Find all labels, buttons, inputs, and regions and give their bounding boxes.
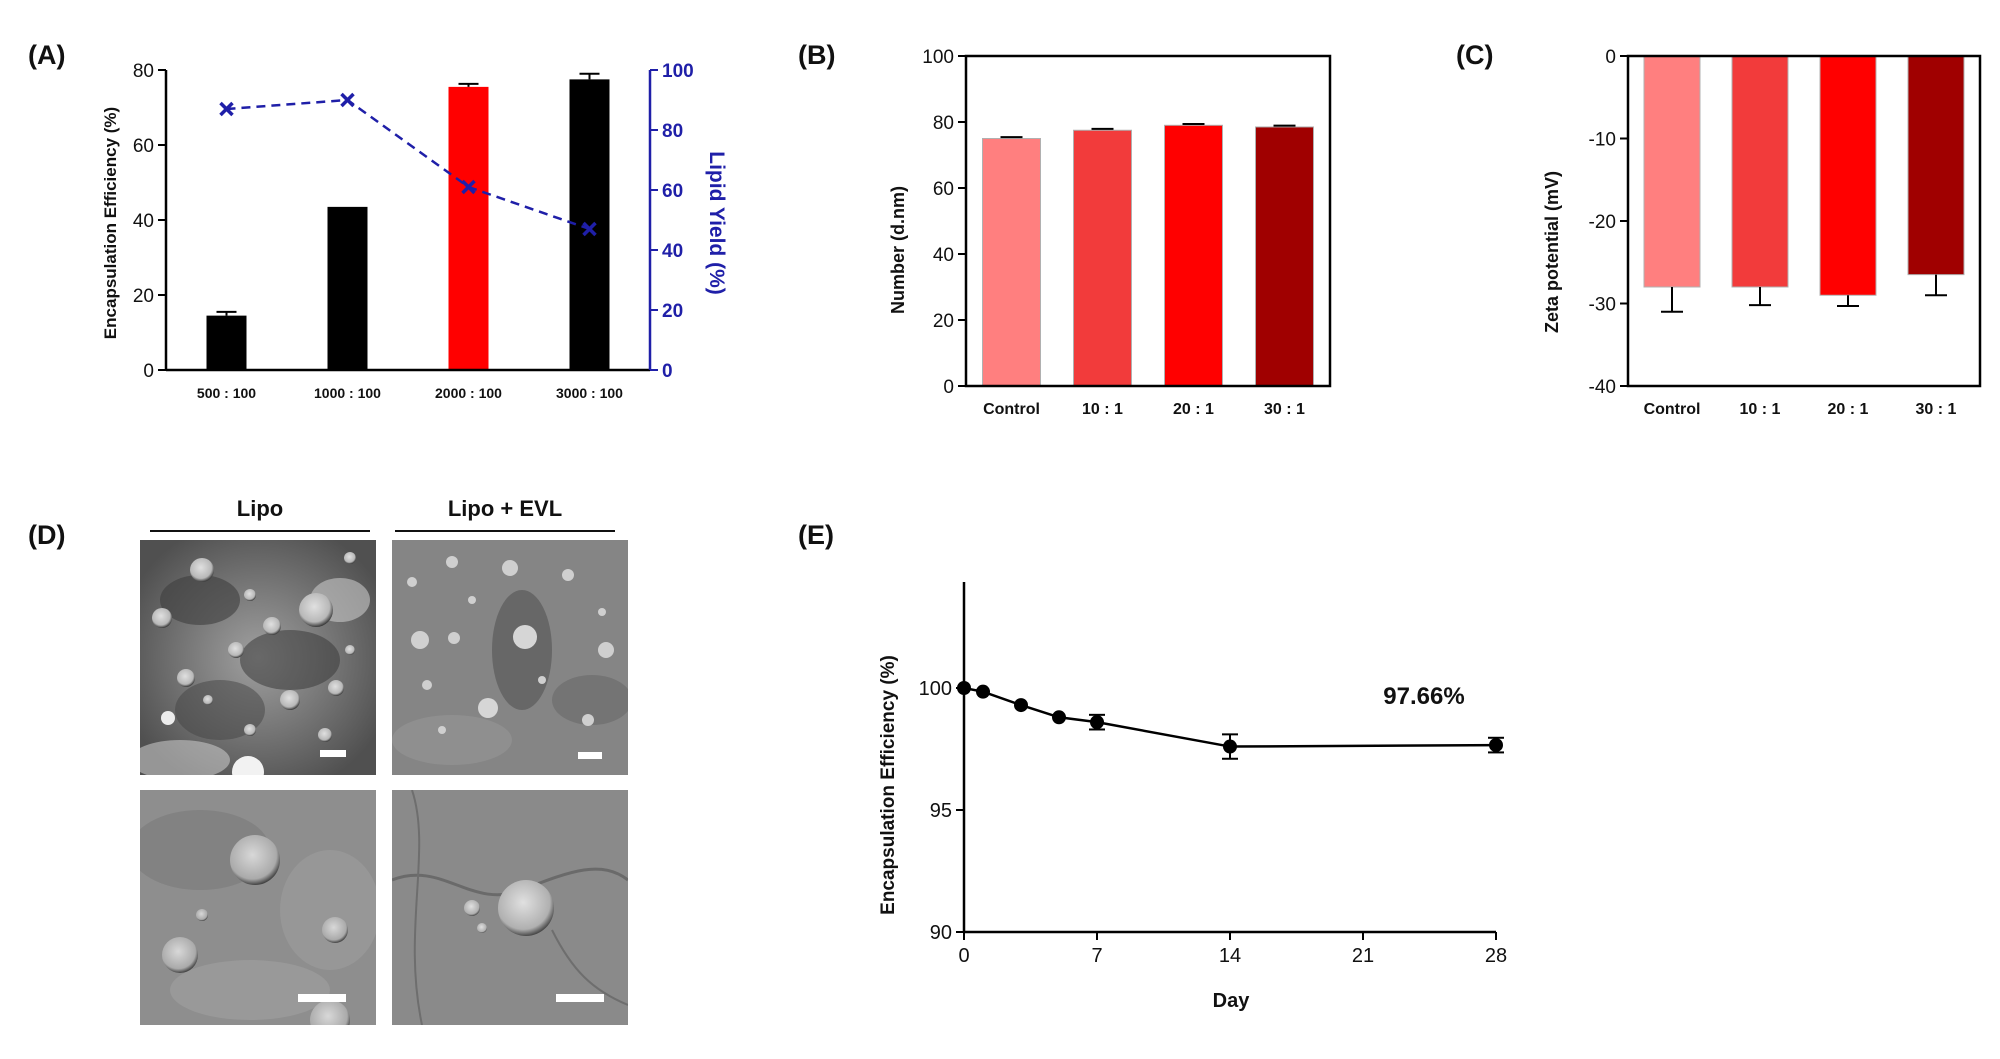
chart-c: Control 10 : 1 20 : 1 30 : 1 0 -10 -20 -30 -40 Z… (1542, 47, 1982, 418)
chart-b-ytick-0: 0 (943, 377, 954, 398)
chart-a-y2tick-3: 60 (662, 181, 683, 202)
chart-c-ytick-4: -40 (1589, 377, 1616, 398)
panel-label-e: (E) (798, 520, 834, 550)
chart-e-point-6 (1489, 738, 1503, 753)
chart-c-bar-0 (1643, 55, 1701, 288)
chart-b-bar-0 (982, 138, 1041, 387)
chart-b-ylabel: Number (d.nm) (888, 186, 908, 314)
chart-c-ytick-3: -30 (1589, 295, 1616, 316)
chart-e-point-4 (1090, 715, 1104, 730)
chart-a-ytick-2: 40 (133, 211, 154, 232)
chart-c-xtick-0: Control (1644, 401, 1701, 418)
chart-b-frame (964, 54, 1332, 388)
chart-e-xtick-3: 21 (1352, 945, 1374, 967)
panel-label-c: (C) (1456, 40, 1494, 70)
micrograph-col-lipo-title: Lipo (236, 496, 284, 521)
chart-a-ytick-0: 0 (143, 361, 154, 382)
chart-c-bar-2 (1819, 55, 1877, 296)
chart-c-ylabel: Zeta potential (mV) (1542, 171, 1562, 333)
chart-c-xtick-3: 30 : 1 (1916, 401, 1957, 418)
chart-b-ytick-1: 20 (933, 311, 954, 332)
chart-a-bar-3 (569, 79, 610, 370)
micrograph-col-evl-rule (395, 530, 615, 532)
chart-c-ytick-2: -20 (1589, 212, 1616, 233)
chart-a-xtick-3: 3000 : 100 (556, 385, 623, 401)
chart-a-ytick-3: 60 (133, 136, 154, 157)
panel-label-a: (A) (28, 40, 66, 70)
chart-c-bar-3 (1907, 55, 1965, 276)
chart-a-y2tick-0: 0 (662, 361, 673, 382)
chart-e-point-0 (957, 681, 971, 695)
chart-e-ytick-2: 100 (919, 678, 952, 700)
chart-a-xtick-1: 1000 : 100 (314, 385, 381, 401)
chart-e-xlabel: Day (1213, 990, 1251, 1012)
chart-b: Control 10 : 1 20 : 1 30 : 1 0 20 40 60 80 100 Nu… (888, 47, 1332, 418)
chart-c-xtick-1: 10 : 1 (1740, 401, 1781, 418)
micrograph-col-evl-title: Lipo + EVL (447, 496, 563, 521)
chart-e-point-5 (1223, 739, 1237, 754)
chart-b-ytick-2: 40 (933, 245, 954, 266)
chart-a-yield-point-2 (461, 179, 476, 195)
chart-b-ytick-5: 100 (922, 47, 954, 68)
chart-b-xtick-0: Control (983, 401, 1040, 418)
micrograph-evl-low-mag (392, 540, 628, 775)
chart-c-bar-1 (1731, 55, 1789, 288)
chart-a-y2tick-4: 80 (662, 121, 683, 142)
chart-a-yield-line (226, 98, 590, 231)
panel-label-d: (D) (28, 520, 66, 550)
chart-b-bar-2 (1164, 124, 1223, 387)
chart-a-yield-point-0 (219, 101, 234, 117)
chart-a-xtick-2: 2000 : 100 (435, 385, 502, 401)
chart-b-xtick-2: 20 : 1 (1173, 401, 1214, 418)
chart-e-annotation: 97.66% (1383, 683, 1464, 710)
chart-b-bar-1 (1073, 129, 1132, 387)
chart-a-yield-point-3 (582, 221, 597, 237)
chart-e-xtick-2: 14 (1219, 945, 1241, 967)
chart-a: 500 : 100 1000 : 100 2000 : 100 3000 : 100 0… (101, 61, 728, 401)
chart-b-bar-3 (1255, 126, 1314, 387)
panel-label-b: (B) (798, 40, 836, 70)
chart-a-xtick-0: 500 : 100 (197, 385, 256, 401)
chart-e-ytick-0: 90 (930, 922, 952, 944)
chart-a-bar-1 (327, 206, 368, 370)
chart-e-xtick-0: 0 (958, 945, 969, 967)
chart-e-point-2 (1014, 698, 1028, 713)
chart-b-ytick-4: 80 (933, 113, 954, 134)
chart-c-ytick-1: -10 (1589, 130, 1616, 151)
chart-a-bar-2 (448, 86, 489, 370)
chart-e-xtick-1: 7 (1091, 945, 1102, 967)
chart-a-y2tick-5: 100 (662, 61, 694, 82)
chart-a-ytick-1: 20 (133, 286, 154, 307)
chart-b-xtick-1: 10 : 1 (1082, 401, 1123, 418)
micrograph-lipo-low-mag (140, 540, 376, 775)
micrograph-col-lipo-rule (150, 530, 370, 532)
chart-a-y2tick-1: 20 (662, 301, 683, 322)
chart-e-point-3 (1052, 710, 1066, 725)
chart-e-ytick-1: 95 (930, 800, 952, 822)
chart-a-ylabel: Encapsulation Efficiency (%) (101, 107, 120, 339)
chart-a-yield-point-1 (340, 92, 355, 108)
chart-e-ylabel: Encapsulation Efficiency (%) (878, 655, 899, 915)
micrograph-lipo-high-mag (140, 790, 376, 1025)
chart-a-ytick-4: 80 (133, 61, 154, 82)
chart-a-bar-0 (206, 315, 247, 370)
chart-a-ylabel-right: Lipid Yield (%) (705, 151, 728, 295)
chart-b-xtick-3: 30 : 1 (1264, 401, 1305, 418)
chart-c-xtick-2: 20 : 1 (1828, 401, 1869, 418)
chart-a-y2tick-2: 40 (662, 241, 683, 262)
micrograph-evl-high-mag (392, 790, 628, 1025)
chart-b-ytick-3: 60 (933, 179, 954, 200)
chart-e-xtick-4: 28 (1485, 945, 1507, 967)
chart-e-point-1 (976, 684, 990, 699)
chart-c-ytick-0: 0 (1605, 47, 1616, 68)
chart-e: 90 95 100 0 7 14 21 28 Encapsulation Efficiency… (878, 582, 1507, 1012)
